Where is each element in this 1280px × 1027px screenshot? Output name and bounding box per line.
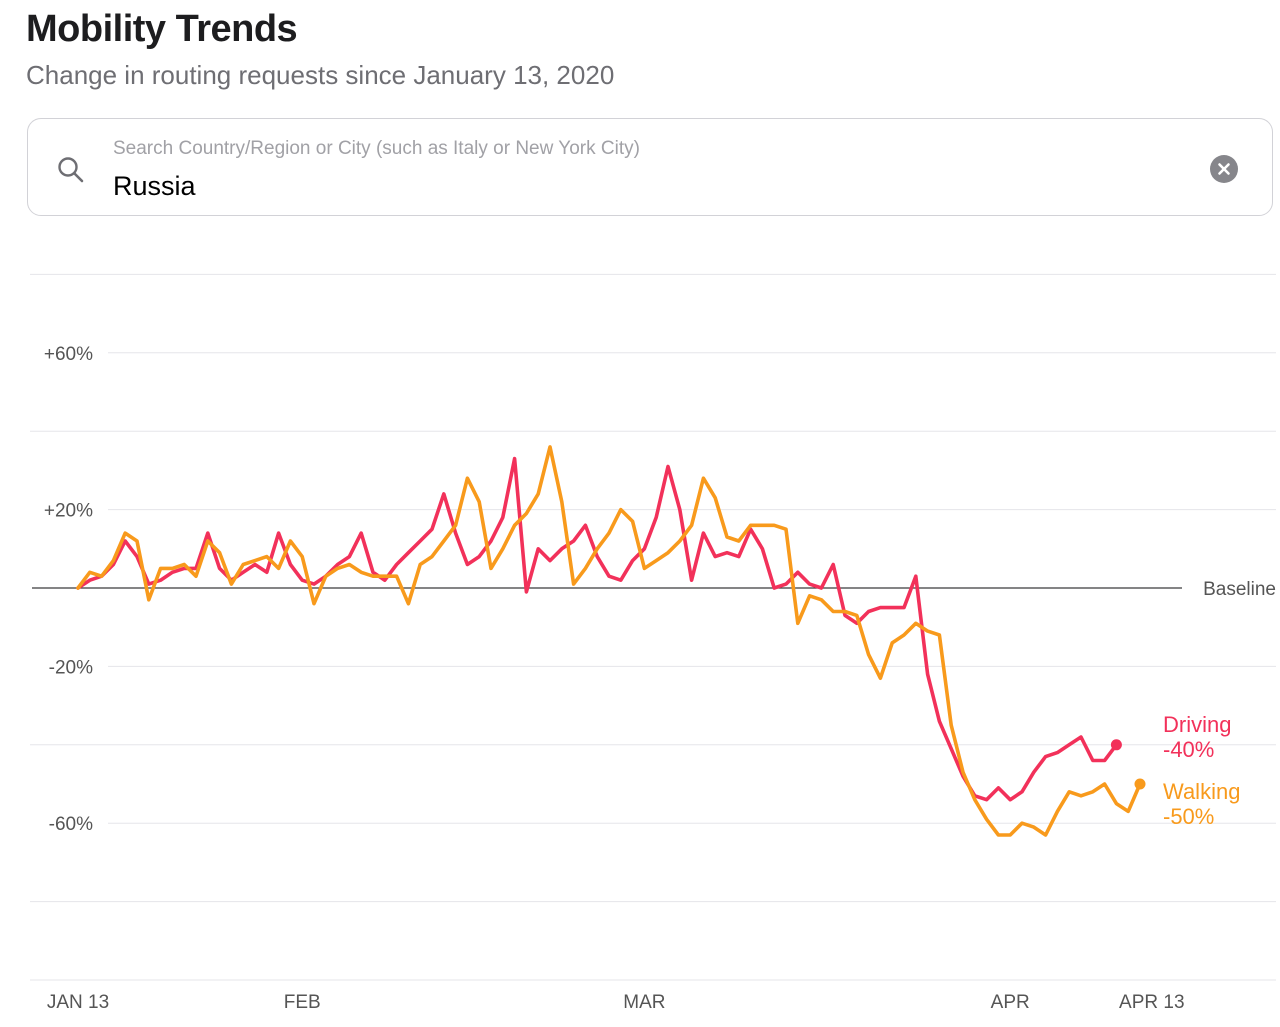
x-tick-label: FEB xyxy=(284,992,321,1013)
clear-search-button[interactable] xyxy=(1210,155,1238,183)
mobility-chart: +60% +20% -20% -60% Baseline JAN 13 FEB MAR APR A… xyxy=(30,273,1276,1013)
baseline-label: Baseline xyxy=(1203,579,1276,600)
y-tick-label: -20% xyxy=(49,657,93,678)
y-tick-label: +20% xyxy=(44,501,93,522)
x-tick-label: APR 13 xyxy=(1119,992,1184,1013)
search-box[interactable]: Search Country/Region or City (such as I… xyxy=(27,118,1273,216)
series-line-walking xyxy=(76,445,1142,837)
series-endpoint-walking xyxy=(1134,778,1146,790)
y-tick-label: -60% xyxy=(49,814,93,835)
page-title: Mobility Trends xyxy=(26,8,298,50)
y-tick-label: +60% xyxy=(44,344,93,365)
series-label-driving: Driving xyxy=(1163,712,1231,737)
series-value-driving: -40% xyxy=(1163,737,1214,762)
search-placeholder: Search Country/Region or City (such as I… xyxy=(113,138,640,159)
x-tick-label: APR xyxy=(991,992,1030,1013)
x-tick-label: MAR xyxy=(623,992,665,1013)
series-endpoint-driving xyxy=(1110,739,1122,751)
search-icon xyxy=(58,157,84,183)
search-input[interactable] xyxy=(111,169,1111,203)
clear-icon xyxy=(1218,163,1230,175)
x-tick-label: JAN 13 xyxy=(47,992,109,1013)
series-line-driving xyxy=(76,456,1119,802)
page-subtitle: Change in routing requests since January… xyxy=(26,60,615,90)
series-value-walking: -50% xyxy=(1163,804,1214,829)
series-label-walking: Walking xyxy=(1163,779,1240,804)
